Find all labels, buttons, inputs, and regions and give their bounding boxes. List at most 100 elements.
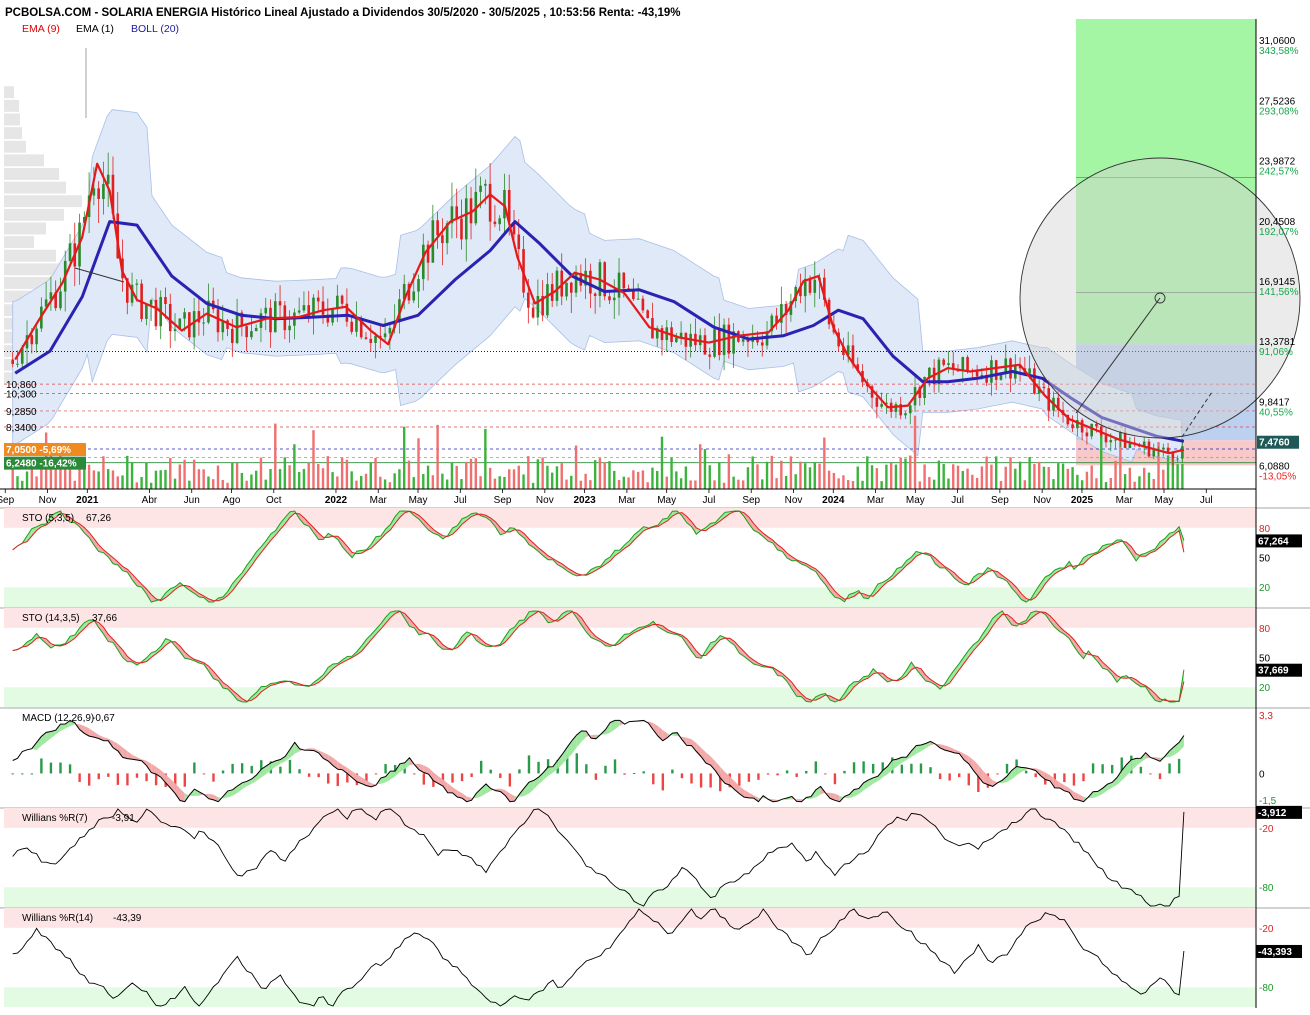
volume-bar bbox=[436, 424, 439, 489]
panel-3-hist-bar bbox=[231, 763, 234, 774]
panel-1-fill-segment bbox=[65, 514, 71, 523]
volume-profile-bar bbox=[4, 127, 22, 140]
panel-1-fill-segment bbox=[94, 538, 99, 552]
candle-body bbox=[813, 279, 817, 293]
panel-3-hist-bar bbox=[546, 759, 550, 774]
volume-bar bbox=[493, 478, 497, 489]
volume-bar bbox=[1076, 474, 1079, 489]
panel-3-fill-segment bbox=[270, 760, 276, 771]
volume-profile-bar bbox=[4, 222, 46, 235]
panel-3-hist-bar bbox=[1158, 773, 1162, 780]
panel-1-fill-segment bbox=[825, 578, 831, 592]
volume-bar bbox=[732, 476, 735, 489]
panel-1-fill-segment bbox=[973, 573, 979, 583]
panel-2-d-line bbox=[12, 610, 1185, 703]
panel-3-fill-segment bbox=[978, 764, 984, 783]
panel-1-fill-segment bbox=[1164, 533, 1170, 544]
candle-body bbox=[541, 295, 544, 316]
panel-3-fill-segment bbox=[146, 760, 152, 773]
panel-3-hist-bar bbox=[1110, 764, 1114, 774]
panel-2-fill-segment bbox=[356, 645, 362, 655]
candle-body bbox=[555, 270, 559, 301]
panel-4-label: Willians %R(7) bbox=[22, 813, 88, 824]
annotation-dash-line bbox=[1181, 391, 1213, 438]
panel-2-fill-segment bbox=[720, 635, 725, 640]
panel-3-hist-bar bbox=[919, 763, 923, 774]
panel-1-high-zone bbox=[4, 508, 1256, 528]
volume-bar bbox=[1171, 457, 1175, 489]
candle-body bbox=[660, 328, 664, 341]
left-level-box bbox=[4, 456, 86, 470]
panel-1-fill-segment bbox=[524, 533, 529, 545]
volume-bar bbox=[995, 456, 998, 489]
candle-body bbox=[1166, 447, 1170, 454]
volume-bar bbox=[937, 460, 941, 489]
panel-1-fill-segment bbox=[591, 567, 596, 573]
volume-bar bbox=[560, 463, 563, 489]
volume-bar bbox=[21, 480, 24, 489]
candle-body bbox=[302, 305, 306, 311]
panel-3-fill-segment bbox=[127, 751, 133, 760]
candle-body bbox=[846, 345, 850, 355]
panel-2-fill-segment bbox=[1097, 656, 1103, 669]
panel-3-fill-segment bbox=[1050, 775, 1055, 788]
panel-1-fill-segment bbox=[1131, 546, 1137, 561]
candle-body bbox=[264, 307, 268, 314]
volume-bar bbox=[426, 465, 430, 489]
panel-3-hist-bar bbox=[479, 760, 483, 774]
panel-3-fill-segment bbox=[356, 774, 362, 784]
panel-2-fill-segment bbox=[1102, 662, 1108, 670]
panel-3-fill-segment bbox=[715, 761, 721, 778]
panel-1-fill-segment bbox=[423, 519, 429, 531]
y-tick-value: 9,8417 bbox=[1259, 397, 1290, 408]
volume-bar bbox=[980, 466, 984, 489]
candle-body bbox=[760, 342, 764, 346]
panel-3-hist-bar bbox=[212, 773, 215, 782]
panel-1-fill-segment bbox=[89, 532, 94, 546]
panel-1-fill-segment bbox=[529, 539, 534, 548]
volume-bar bbox=[1100, 427, 1103, 489]
volume-bar bbox=[226, 482, 229, 489]
panel-2-fill-segment bbox=[748, 656, 754, 664]
candle-body bbox=[1028, 368, 1031, 374]
panel-2-fill-segment bbox=[777, 670, 783, 677]
panel-3-label: MACD (12,26,9) bbox=[22, 713, 94, 724]
volume-bar bbox=[393, 473, 396, 489]
volume-bar bbox=[288, 465, 291, 489]
panel-2-fill-segment bbox=[744, 651, 749, 661]
panel-2-fill-segment bbox=[715, 635, 721, 645]
volume-bar bbox=[1047, 467, 1050, 489]
volume-bar bbox=[1009, 457, 1012, 489]
x-tick-label: Abr bbox=[142, 495, 158, 506]
volume-bar bbox=[589, 480, 592, 489]
panel-3-hist-bar bbox=[623, 773, 626, 775]
candle-body bbox=[1104, 435, 1108, 443]
volume-bar bbox=[355, 480, 358, 489]
candle-body bbox=[106, 174, 110, 184]
panel-5-y-level: -20 bbox=[1259, 924, 1274, 935]
panel-2-fill-segment bbox=[1059, 626, 1065, 635]
volume-bar bbox=[999, 481, 1003, 489]
panel-1-fill-segment bbox=[959, 577, 964, 585]
panel-3-hist-bar bbox=[508, 773, 512, 787]
panel-3-fill-segment bbox=[285, 749, 290, 762]
candle-body bbox=[1142, 441, 1146, 447]
volume-bar bbox=[1166, 455, 1170, 489]
candle-body bbox=[455, 206, 459, 219]
candle-body bbox=[83, 217, 86, 223]
volume-bar bbox=[1090, 465, 1093, 489]
candle-body bbox=[421, 244, 425, 280]
y-tick-pct: 192,07% bbox=[1259, 227, 1299, 238]
panel-1-fill-segment bbox=[935, 558, 941, 568]
volume-bar bbox=[369, 462, 372, 489]
panel-3-fill-segment bbox=[921, 743, 926, 752]
panel-3-fill-segment bbox=[705, 752, 711, 766]
volume-bar bbox=[775, 478, 778, 489]
volume-bar bbox=[1109, 478, 1112, 489]
panel-3-hist-bar bbox=[1168, 763, 1171, 774]
panel-2-fill-segment bbox=[27, 639, 32, 647]
panel-3-hist-bar bbox=[1139, 766, 1143, 774]
volume-bar bbox=[627, 477, 630, 489]
panel-1-fill-segment bbox=[285, 511, 290, 524]
